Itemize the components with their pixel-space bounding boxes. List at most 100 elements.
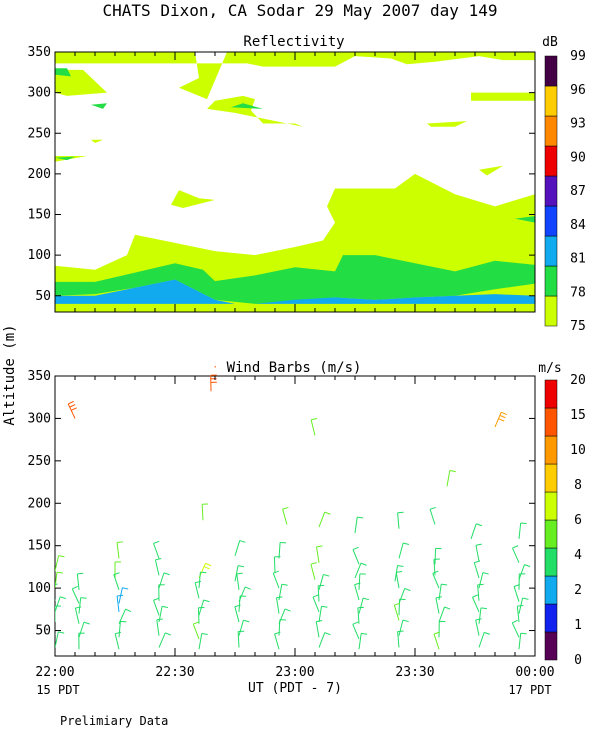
figure-title: CHATS Dixon, CA Sodar 29 May 2007 day 14… [103,1,498,20]
wind-barb [78,632,85,650]
reflectivity-title: Reflectivity [243,34,344,50]
colorbar-label: 2 [574,583,582,598]
wind-barb [446,470,456,487]
reflectivity-contour-75-4 [427,121,467,127]
y-tick-label: 150 [28,539,51,554]
wind-barb [316,545,323,563]
reflectivity-contour-78-15 [515,216,535,223]
colorbar-label: 8 [574,478,582,493]
y-tick-label: 150 [28,208,51,223]
wind-barb [470,523,483,540]
colorbar-swatch [544,407,558,437]
x-end-label: 17 PDT [508,683,551,697]
wind-barb [153,540,160,559]
wind-barb [78,597,87,614]
wind-barb [429,506,436,525]
wind-barb [352,546,360,565]
reflectivity-contour-78-14 [55,156,75,161]
wind-barb [318,511,331,528]
colorbar-label: 10 [570,443,586,458]
y-tick-label: 100 [28,248,51,263]
colorbar-label: 6 [574,513,582,528]
colorbar-swatch [544,435,558,465]
wind-barb [438,620,446,638]
wind-barb [156,618,163,636]
colorbar-swatch [544,55,558,87]
wind-barb [278,541,287,559]
wind-barb [113,572,120,590]
wind-barb [354,582,361,601]
wind-barb [55,631,65,648]
x-start-label: 15 PDT [36,683,79,697]
wind-barb [438,583,448,601]
colorbar-label: 0 [574,653,582,668]
y-tick-label: 50 [35,289,51,304]
colorbar-label: 78 [570,285,586,300]
wind-barb [318,632,331,648]
wind-barb [55,571,63,589]
colorbar-swatch [544,205,558,237]
wind-barb [434,547,442,565]
wind-barb [317,584,325,602]
colorbar-swatch [544,575,558,605]
wind-barb [272,570,280,589]
wind-barb [516,605,524,623]
colorbar-label: 87 [570,184,586,199]
wind-barb [512,545,520,563]
y-tick-label: 100 [28,581,51,596]
reflectivity-colorbar: 75 78 81 84 87 90 93 96 99 [544,49,586,334]
wind-barb [238,619,250,636]
wind-barb [197,607,205,624]
x-tick-label: 00:00 [515,665,554,680]
colorbar-swatch [544,295,558,327]
colorbar-swatch [544,145,558,177]
reflectivity-contour-75-2 [55,69,107,96]
wind-barb [71,585,80,604]
colorbar-swatch [544,547,558,577]
wind-barb [236,572,243,590]
wind-barb [154,557,162,576]
colorbar-label: 99 [570,49,586,64]
wind-barb [397,630,404,648]
x-tick-label: 23:00 [275,665,314,680]
wind-barb [358,632,368,650]
wind-barb [74,606,82,624]
wind-barb [198,632,208,650]
wind-barb [282,506,289,525]
colorbar-swatch [544,631,558,661]
colorbar-swatch [544,379,558,409]
wind-barb [158,632,171,648]
wind-barb [357,606,364,624]
colorbar-label: 96 [570,83,586,98]
wind-barb [310,562,317,580]
wind-barb [393,602,401,621]
wind-barb [398,598,406,616]
wind-barb [274,631,281,650]
colorbar-swatch [544,265,558,297]
wind-barb [210,374,217,392]
wind-barb [473,560,481,579]
x-tick-label: 23:30 [395,665,434,680]
colorbar-swatch [544,491,558,521]
wind-barb [78,621,90,638]
reflectivity-x-axis [54,52,536,312]
colorbar-label: 75 [570,319,586,334]
y-axis-label: Altitude (m) [2,324,18,425]
wind-barb [472,594,480,613]
wind-barb [76,572,84,590]
y-tick-label: 350 [28,45,51,60]
reflectivity-contour-75-1 [55,52,535,100]
colorbar-swatch [544,603,558,633]
wind-barb [315,620,323,638]
colorbar-swatch [544,175,558,207]
reflectivity-colorbar-unit: dB [542,35,558,50]
wind-barb [153,597,160,616]
wind-barb [478,572,489,589]
wind-barb [352,621,360,640]
wind-y-axis: 50 100 150 200 250 300 350 [28,369,535,639]
reflectivity-contour-75-9 [171,190,215,208]
wind-barb [238,595,247,612]
wind-barb [55,605,61,623]
